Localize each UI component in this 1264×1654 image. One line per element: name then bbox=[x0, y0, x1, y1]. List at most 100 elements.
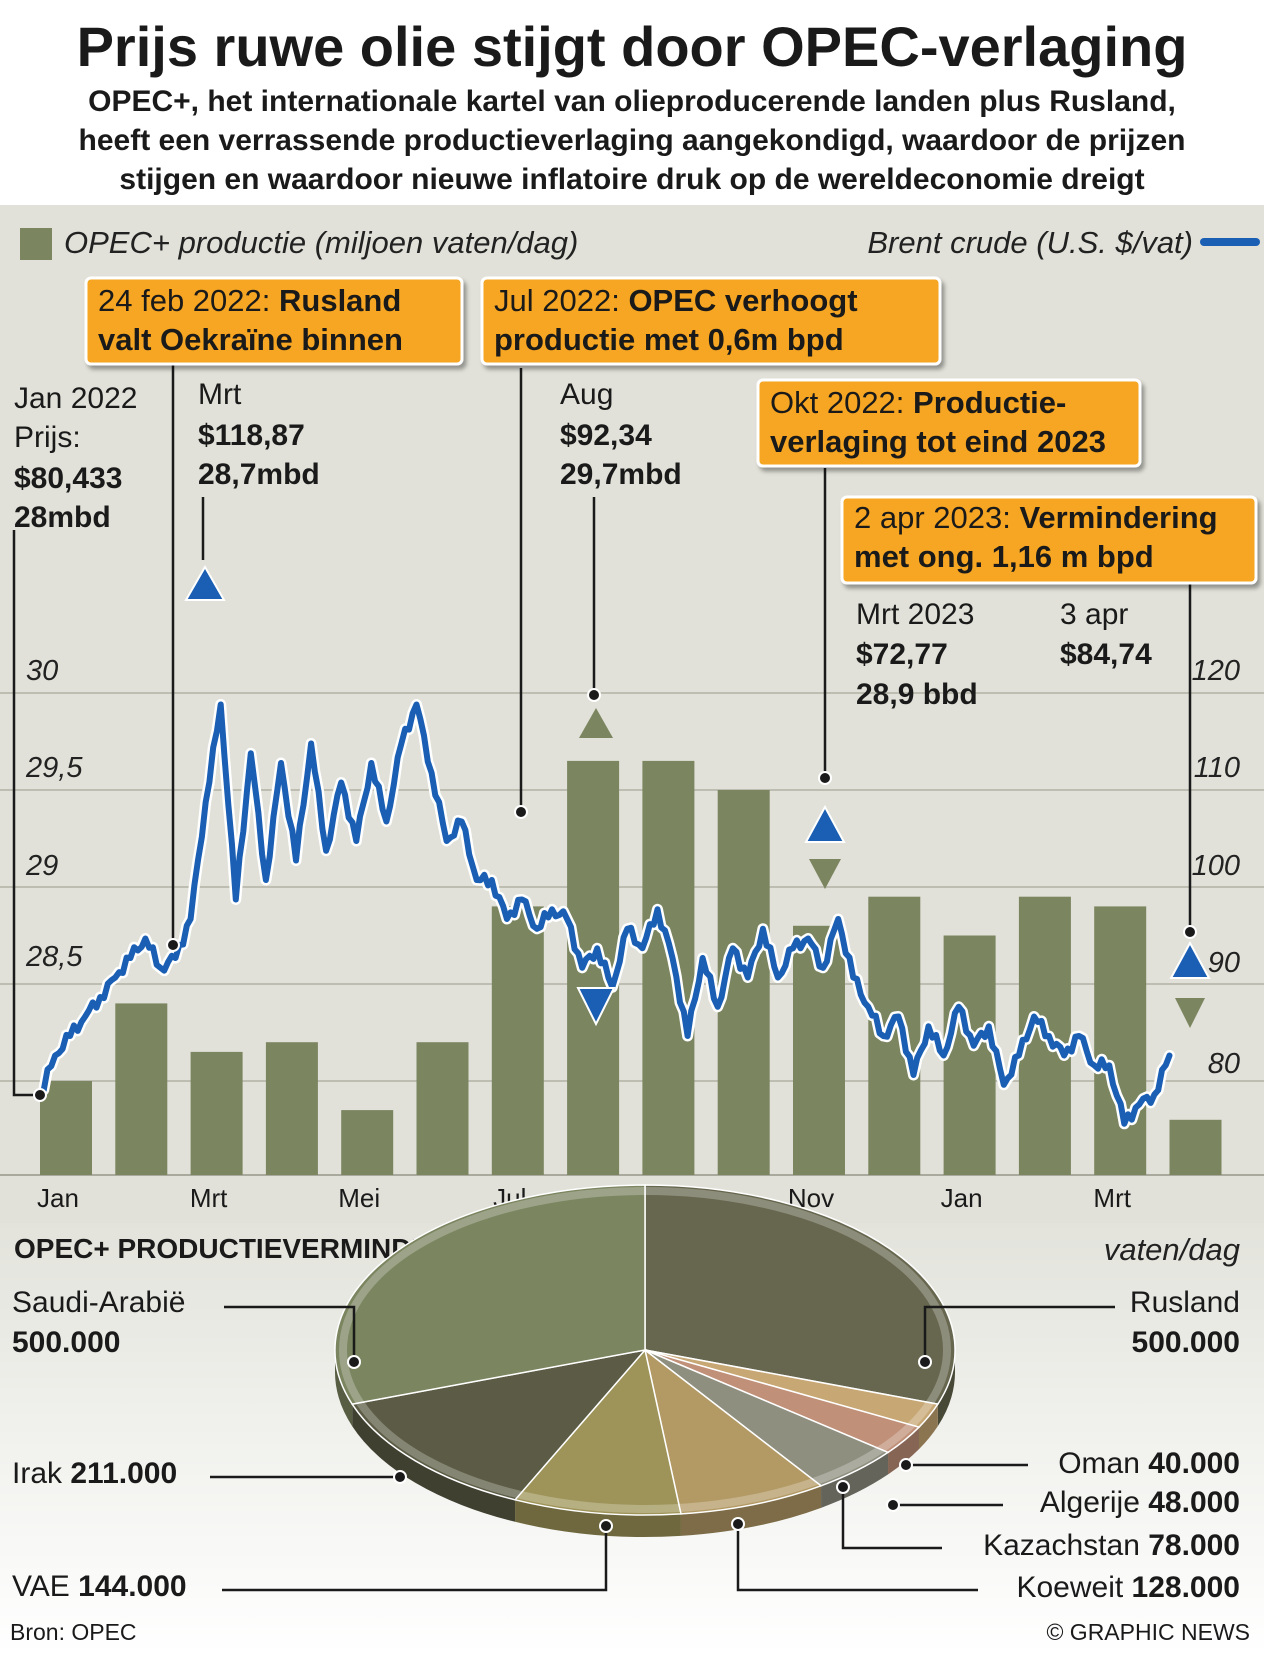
arrow-up-icon bbox=[1169, 940, 1211, 979]
leader-jan bbox=[12, 530, 40, 1097]
page-title: Prijs ruwe olie stijgt door OPEC-verlagi… bbox=[77, 15, 1188, 78]
svg-text:$80,433: $80,433 bbox=[14, 462, 122, 495]
svg-text:29,7mbd: 29,7mbd bbox=[560, 458, 682, 491]
pie-slice-side bbox=[937, 1350, 955, 1427]
month-tick-label: Mrt bbox=[190, 1183, 228, 1213]
leader-dot bbox=[836, 1480, 850, 1494]
svg-text:valt Oekraïne binnen: valt Oekraïne binnen bbox=[98, 322, 403, 357]
leader-rusland bbox=[923, 1305, 1115, 1362]
event-callout-invasion: 24 feb 2022: Rusland valt Oekraïne binne… bbox=[84, 276, 464, 366]
svg-text:Rusland: Rusland bbox=[1130, 1286, 1240, 1319]
pie-label-algerije: Algerije 48.000 bbox=[1040, 1486, 1240, 1519]
left-axis-label-29-5: 29,5 bbox=[25, 752, 83, 784]
right-axis-label-80: 80 bbox=[1208, 1048, 1240, 1080]
svg-text:3 apr: 3 apr bbox=[1060, 598, 1128, 631]
production-bar bbox=[1094, 906, 1147, 1175]
right-axis-label-120: 120 bbox=[1192, 655, 1240, 687]
pie-slice-side bbox=[680, 1485, 822, 1536]
left-axis-label-29: 29 bbox=[25, 850, 58, 882]
arrow-up-icon bbox=[184, 564, 226, 601]
arrow-down-icon bbox=[809, 859, 841, 889]
right-axis-label-110: 110 bbox=[1194, 752, 1240, 784]
svg-text:$118,87: $118,87 bbox=[198, 419, 305, 452]
leader-dot bbox=[514, 805, 528, 819]
production-bar bbox=[40, 1081, 92, 1175]
svg-text:verlaging tot eind 2023: verlaging tot eind 2023 bbox=[770, 424, 1106, 459]
month-tick-label: Jan bbox=[37, 1183, 79, 1213]
production-bar bbox=[1169, 1119, 1222, 1175]
source-note: Bron: OPEC bbox=[10, 1619, 137, 1645]
leader-vae bbox=[222, 1526, 608, 1592]
svg-text:500.000: 500.000 bbox=[1132, 1326, 1240, 1359]
left-axis-label-28-5: 28,5 bbox=[25, 941, 83, 973]
brent-line bbox=[37, 701, 1173, 1127]
month-tick-label: Jan bbox=[941, 1183, 983, 1213]
svg-text:500.000: 500.000 bbox=[12, 1326, 120, 1359]
legend-line-label: Brent crude (U.S. $/vat) bbox=[867, 225, 1193, 260]
annotation-mrt: Mrt $118,87 28,7mbd bbox=[198, 378, 320, 491]
leader-dot bbox=[166, 938, 180, 952]
svg-text:2 apr 2023: Vermindering: 2 apr 2023: Vermindering bbox=[854, 500, 1218, 535]
production-bar bbox=[491, 906, 544, 1175]
production-bar bbox=[190, 1051, 243, 1175]
pie-slice-side bbox=[515, 1499, 681, 1537]
leader-dot bbox=[33, 1088, 47, 1102]
right-axis-label-100: 100 bbox=[1192, 850, 1240, 882]
annotation-jan: Jan 2022 Prijs: $80,433 28mbd bbox=[14, 382, 137, 534]
pie-slice-side bbox=[918, 1404, 938, 1450]
svg-text:Jul 2022: OPEC verhoogt: Jul 2022: OPEC verhoogt bbox=[494, 283, 858, 318]
production-bar bbox=[416, 1042, 469, 1175]
pie-slice-side bbox=[335, 1350, 353, 1427]
pie-slice-side bbox=[888, 1427, 919, 1475]
event-callout-okt-cut: Okt 2022: Productie- verlaging tot eind … bbox=[756, 378, 1142, 468]
production-bar bbox=[642, 760, 695, 1175]
pie-chart bbox=[334, 1184, 956, 1537]
brent-line-group bbox=[34, 699, 1175, 1130]
svg-text:28,7mbd: 28,7mbd bbox=[198, 458, 320, 491]
pie-slice-side bbox=[352, 1404, 516, 1522]
leader-dot bbox=[899, 1458, 913, 1472]
production-bar bbox=[115, 1003, 168, 1175]
svg-text:28,9 bbd: 28,9 bbd bbox=[856, 678, 978, 711]
leader-dot bbox=[886, 1498, 900, 1512]
pie-slice bbox=[513, 1348, 682, 1516]
pie-unit-label: vaten/dag bbox=[1104, 1232, 1240, 1267]
left-axis-label-30: 30 bbox=[26, 655, 58, 687]
production-bars bbox=[40, 760, 1222, 1175]
svg-text:Aug: Aug bbox=[560, 378, 613, 411]
credit-note: © GRAPHIC NEWS bbox=[1046, 1619, 1250, 1645]
production-bar bbox=[943, 935, 996, 1175]
right-axis-label-90: 90 bbox=[1208, 947, 1240, 979]
pie-label-koeweit: Koeweit 128.000 bbox=[1016, 1571, 1240, 1604]
pie-label-kazachstan: Kazachstan 78.000 bbox=[983, 1529, 1240, 1562]
legend-bar-swatch bbox=[20, 228, 52, 260]
pie-slice bbox=[644, 1184, 956, 1405]
svg-text:productie met 0,6m bpd: productie met 0,6m bpd bbox=[494, 322, 844, 357]
leader-dot bbox=[1183, 925, 1197, 939]
leader-dot bbox=[818, 771, 832, 785]
arrow-up-icon bbox=[804, 804, 846, 843]
arrow-down-icon bbox=[1175, 998, 1205, 1028]
month-tick-label: Mrt bbox=[1093, 1183, 1131, 1213]
pie-slice-side bbox=[821, 1452, 889, 1508]
legend-bar-label: OPEC+ productie (miljoen vaten/dag) bbox=[64, 225, 578, 260]
pie-slice bbox=[334, 1184, 646, 1405]
arrow-up-icon bbox=[579, 708, 613, 738]
leader-dot bbox=[587, 688, 601, 702]
leader-koeweit bbox=[736, 1524, 978, 1592]
pie-label-saudi: Saudi-Arabië 500.000 bbox=[12, 1286, 185, 1359]
subtitle-line-1: OPEC+, het internationale kartel van oli… bbox=[88, 85, 1176, 118]
pie-label-oman: Oman 40.000 bbox=[1058, 1447, 1240, 1480]
month-tick-label: Mei bbox=[338, 1183, 380, 1213]
svg-text:$84,74: $84,74 bbox=[1060, 638, 1152, 671]
leader-dot bbox=[347, 1355, 361, 1369]
pie-label-rusland: Rusland 500.000 bbox=[1130, 1286, 1240, 1359]
leader-dot bbox=[599, 1519, 613, 1533]
svg-text:met ong. 1,16 m bpd: met ong. 1,16 m bpd bbox=[854, 539, 1154, 574]
annotation-mrt-2023: Mrt 2023 $72,77 28,9 bbd bbox=[856, 598, 978, 711]
event-callout-apr-cut: 2 apr 2023: Vermindering met ong. 1,16 m… bbox=[840, 495, 1258, 585]
svg-text:28mbd: 28mbd bbox=[14, 501, 111, 534]
event-callout-opec-increase: Jul 2022: OPEC verhoogt productie met 0,… bbox=[480, 276, 942, 366]
svg-text:Jan 2022: Jan 2022 bbox=[14, 382, 137, 415]
